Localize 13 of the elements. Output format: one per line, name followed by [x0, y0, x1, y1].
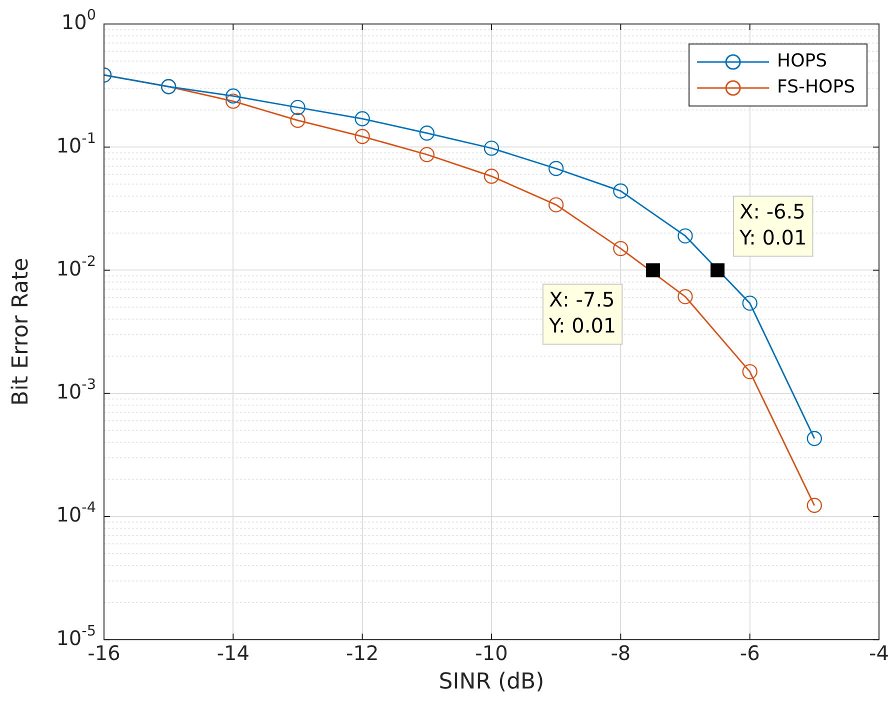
- x-tick-label: -12: [346, 640, 379, 665]
- x-tick-label: -4: [869, 640, 889, 665]
- legend-label: HOPS: [777, 50, 828, 72]
- x-tick-label: -6: [740, 640, 760, 665]
- x-axis-title: SINR (dB): [438, 670, 544, 695]
- x-tick-label: -14: [216, 640, 250, 665]
- annotation: X: -7.5 Y: 0.01: [548, 287, 616, 338]
- y-axis-title: Bit Error Rate: [8, 258, 34, 406]
- x-tick-label: -8: [610, 640, 631, 665]
- x-tick-label: -16: [88, 640, 120, 665]
- x-tick-label: -10: [475, 640, 508, 665]
- annotation: X: -6.5 Y: 0.01: [738, 199, 807, 250]
- legend-label: FS-HOPS: [777, 76, 856, 98]
